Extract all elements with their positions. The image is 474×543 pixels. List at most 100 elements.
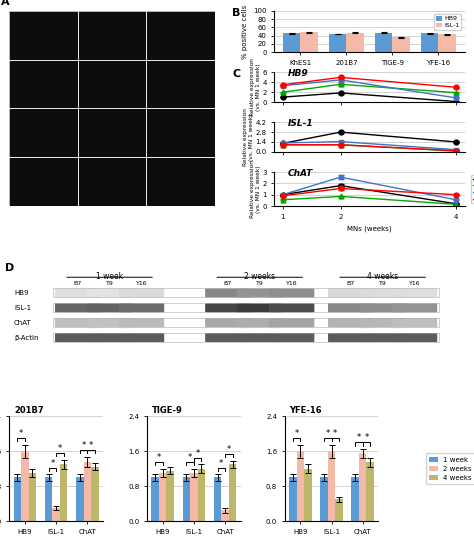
Text: *: * — [219, 459, 223, 468]
Bar — [53, 333, 439, 342]
Bar — [146, 60, 215, 109]
Bar — [9, 109, 78, 157]
Text: 201B7: 201B7 — [14, 406, 44, 415]
Bar — [335, 500, 343, 521]
Bar — [166, 471, 174, 521]
Bar — [21, 451, 29, 521]
Bar — [78, 11, 146, 60]
Bar — [190, 473, 198, 521]
FancyBboxPatch shape — [269, 288, 314, 298]
Text: *: * — [227, 445, 231, 454]
FancyBboxPatch shape — [237, 288, 283, 298]
Text: Y16: Y16 — [136, 281, 147, 286]
FancyBboxPatch shape — [55, 318, 100, 327]
Text: *: * — [195, 449, 200, 458]
Bar — [9, 11, 78, 60]
Bar — [214, 477, 221, 521]
Bar — [359, 453, 366, 521]
FancyBboxPatch shape — [328, 318, 374, 327]
Bar — [375, 33, 392, 52]
Text: T9: T9 — [256, 281, 264, 286]
Text: ISL-1: ISL-1 — [14, 305, 31, 311]
FancyBboxPatch shape — [269, 303, 314, 312]
Legend: KhES1, 201B7, TIGE-9, YFE-16: KhES1, 201B7, TIGE-9, YFE-16 — [471, 175, 474, 203]
Bar — [221, 510, 229, 521]
Y-axis label: Relative expression
(vs. MN 1 week): Relative expression (vs. MN 1 week) — [250, 58, 261, 116]
Text: B: B — [232, 8, 241, 17]
Bar — [229, 464, 236, 521]
Text: T9: T9 — [106, 281, 114, 286]
Bar — [198, 469, 205, 521]
FancyBboxPatch shape — [55, 303, 100, 312]
Text: A: A — [1, 0, 10, 7]
Bar — [304, 469, 311, 521]
Text: ChAT: ChAT — [288, 169, 313, 178]
Text: YFE-16: YFE-16 — [290, 406, 322, 415]
Bar — [366, 462, 374, 521]
Text: *: * — [357, 433, 361, 443]
Text: *: * — [333, 429, 337, 438]
Bar — [297, 451, 304, 521]
Text: *: * — [50, 459, 55, 468]
Text: *: * — [89, 441, 93, 450]
Text: *: * — [188, 453, 192, 462]
X-axis label: MNs (weeks): MNs (weeks) — [347, 225, 392, 232]
Text: *: * — [326, 429, 330, 438]
Bar — [352, 477, 359, 521]
Legend: 1 week, 2 weeks, 4 weeks: 1 week, 2 weeks, 4 weeks — [426, 453, 474, 484]
FancyBboxPatch shape — [55, 288, 100, 298]
Bar — [329, 34, 346, 52]
Text: ChAT: ChAT — [14, 320, 32, 326]
Bar — [146, 11, 215, 60]
Text: 1 week: 1 week — [96, 272, 123, 281]
Bar — [421, 33, 438, 52]
FancyBboxPatch shape — [205, 303, 251, 312]
Bar — [91, 466, 99, 521]
FancyBboxPatch shape — [205, 318, 251, 327]
Text: 2 weeks: 2 weeks — [244, 272, 275, 281]
Text: B7: B7 — [73, 281, 82, 286]
Text: B7: B7 — [346, 281, 355, 286]
Text: T9: T9 — [379, 281, 387, 286]
FancyBboxPatch shape — [118, 318, 164, 327]
Text: Y16: Y16 — [409, 281, 420, 286]
FancyBboxPatch shape — [328, 303, 374, 312]
Bar — [159, 473, 166, 521]
FancyBboxPatch shape — [360, 318, 405, 327]
FancyBboxPatch shape — [87, 303, 132, 312]
Bar — [9, 60, 78, 109]
FancyBboxPatch shape — [392, 288, 437, 298]
FancyBboxPatch shape — [269, 333, 314, 342]
Bar — [438, 34, 456, 52]
Text: 4 weeks: 4 weeks — [367, 272, 398, 281]
FancyBboxPatch shape — [205, 333, 251, 342]
Bar — [283, 33, 301, 52]
Bar — [78, 109, 146, 157]
FancyBboxPatch shape — [328, 288, 374, 298]
Bar — [29, 473, 36, 521]
Text: *: * — [19, 429, 23, 438]
Bar — [301, 33, 318, 52]
FancyBboxPatch shape — [87, 288, 132, 298]
FancyBboxPatch shape — [360, 303, 405, 312]
Y-axis label: % positive cells: % positive cells — [242, 4, 247, 59]
FancyBboxPatch shape — [118, 333, 164, 342]
Text: B7: B7 — [224, 281, 232, 286]
Text: *: * — [82, 441, 86, 450]
Text: D: D — [5, 263, 14, 273]
Text: C: C — [232, 69, 241, 79]
Bar — [320, 477, 328, 521]
FancyBboxPatch shape — [392, 318, 437, 327]
Bar — [53, 303, 439, 312]
FancyBboxPatch shape — [87, 333, 132, 342]
Text: *: * — [365, 433, 369, 443]
Text: Y16: Y16 — [286, 281, 297, 286]
Text: ISL-1: ISL-1 — [288, 119, 313, 128]
FancyBboxPatch shape — [87, 318, 132, 327]
FancyBboxPatch shape — [392, 303, 437, 312]
Bar — [9, 157, 78, 206]
Bar — [14, 477, 21, 521]
Bar — [76, 477, 83, 521]
FancyBboxPatch shape — [118, 303, 164, 312]
Text: HB9: HB9 — [14, 290, 28, 296]
